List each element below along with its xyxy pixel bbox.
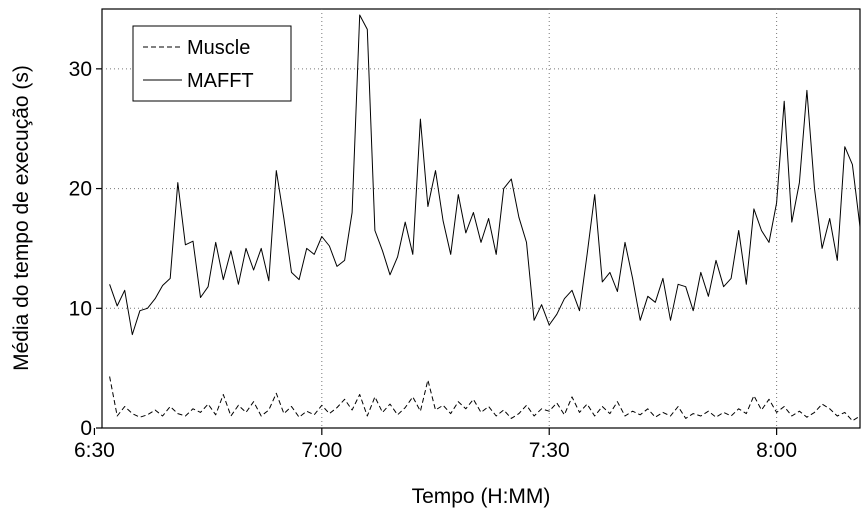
legend-label-muscle: Muscle (187, 37, 250, 59)
x-tick-label: 7:00 (301, 439, 342, 462)
legend: Muscle MAFFT (132, 25, 292, 102)
data-series (109, 14, 861, 422)
x-tick-label: 7:30 (529, 439, 570, 462)
y-tick-label: 10 (69, 297, 92, 320)
legend-label-mafft: MAFFT (187, 70, 254, 92)
y-tick-label: 30 (69, 58, 92, 81)
series-line-mafft (109, 14, 861, 336)
series-line-muscle (109, 376, 861, 422)
axis-ticks: 0 10 20 30 6:30 7:00 7:30 8:00 (69, 58, 797, 462)
y-tick-label: 20 (69, 178, 92, 201)
y-axis-label: Média do tempo de execução (s) (10, 65, 33, 371)
y-tick-label: 0 (80, 417, 92, 440)
legend-box (132, 25, 292, 102)
x-axis-label: Tempo (H:MM) (412, 485, 551, 508)
x-tick-label: 8:00 (756, 439, 797, 462)
x-tick-label: 6:30 (74, 439, 115, 462)
